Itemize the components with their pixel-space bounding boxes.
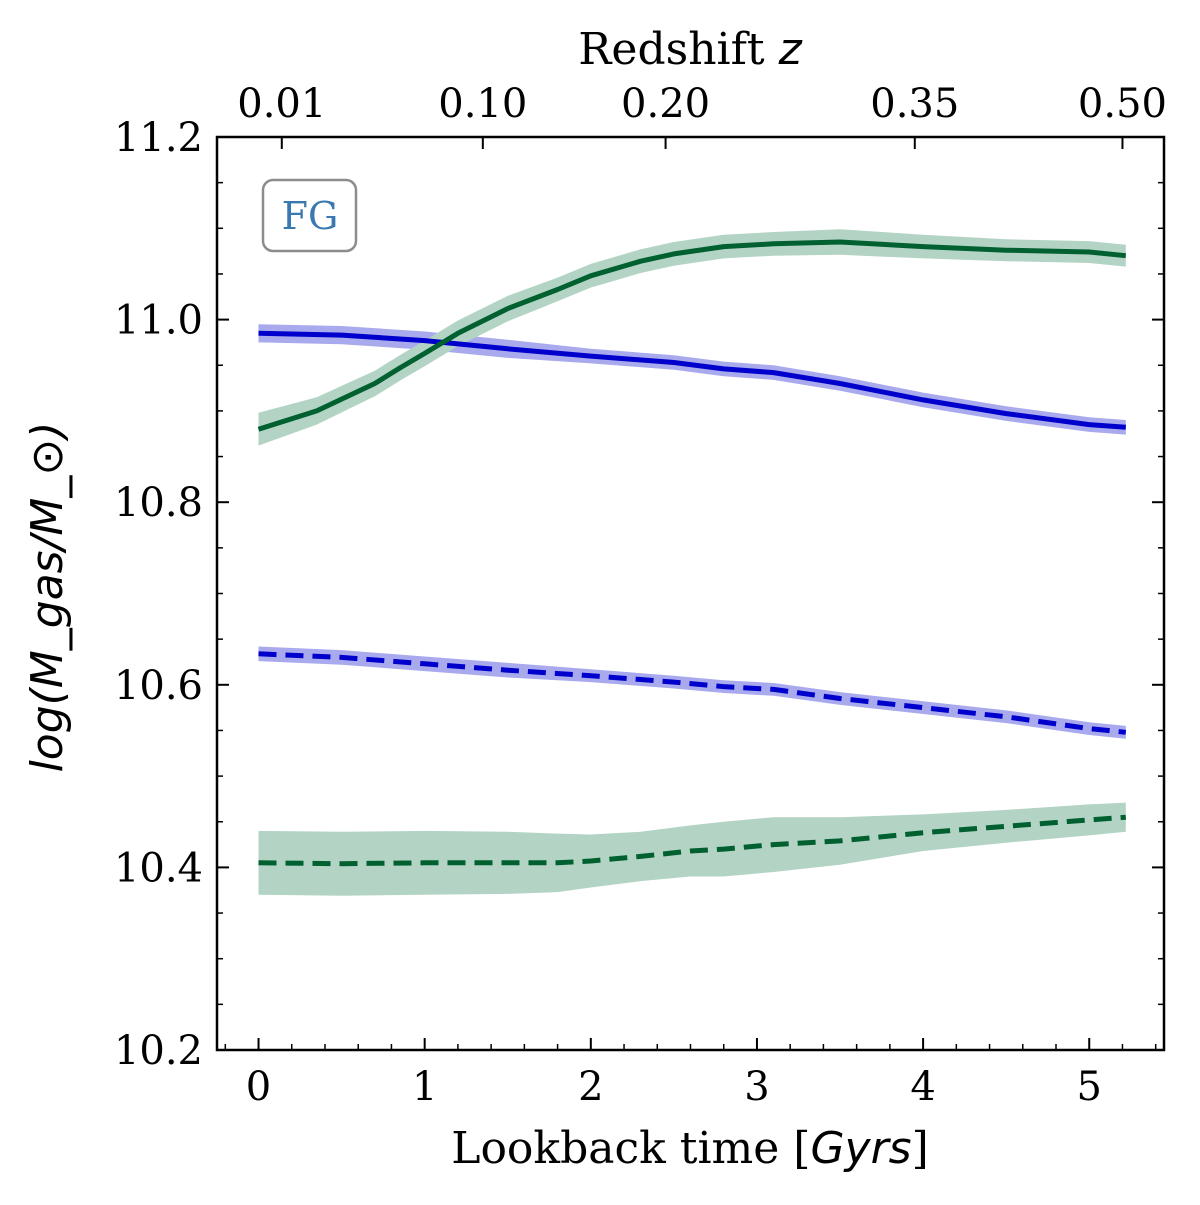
y-tick-label: 11.2	[114, 115, 203, 161]
x-axis-title-suffix: ]	[912, 1123, 929, 1174]
x-tick-label: 3	[744, 1064, 769, 1110]
top-tick-label: 0.10	[438, 81, 527, 127]
x-axis-title-prefix: Lookback time [	[451, 1123, 810, 1174]
x-axis-title-unit: Gyrs	[810, 1123, 911, 1174]
fg-annotation-label: FG	[282, 194, 339, 238]
x-tick-label: 0	[246, 1064, 271, 1110]
fg-annotation: FG	[261, 178, 358, 253]
axis-ticks	[217, 136, 1164, 1051]
blue-solid-line	[258, 330, 1126, 430]
top-tick-label: 0.20	[621, 81, 710, 127]
blue-solid-band	[258, 324, 1126, 435]
x-axis-title: Lookback time [Gyrs]	[451, 1123, 929, 1174]
top-axis-title-prefix: Redshift	[578, 24, 778, 75]
confidence-bands	[258, 229, 1126, 896]
tick-labels: 0 1 2 3 4 5 10.2 10.4 10.6 10.8 11.0 11.2 0.01 0.10 0.…	[114, 81, 1167, 1110]
top-tick-label: 0.01	[237, 81, 326, 127]
y-tick-label: 10.4	[114, 845, 203, 891]
y-axis-title: log(M_gas/M_⊙)	[22, 422, 73, 773]
top-tick-label: 0.50	[1078, 81, 1167, 127]
x-tick-label: 1	[412, 1064, 437, 1110]
x-tick-label: 4	[910, 1064, 935, 1110]
top-axis-title: Redshift z	[578, 24, 802, 75]
top-tick-label: 0.35	[870, 81, 959, 127]
y-tick-label: 10.6	[114, 663, 203, 709]
series-lines	[257, 239, 1127, 867]
green-solid-line	[257, 239, 1127, 432]
x-tick-label: 2	[578, 1064, 603, 1110]
plot-frame	[215, 135, 1166, 1052]
x-tick-label: 5	[1077, 1064, 1102, 1110]
blue-dashed-line	[258, 651, 1127, 735]
y-tick-label: 10.8	[114, 480, 203, 526]
fg-annotation-box	[261, 178, 358, 253]
top-axis-title-var: z	[778, 24, 803, 75]
blue-dashed-band	[258, 646, 1126, 739]
y-tick-label: 11.0	[114, 298, 203, 344]
y-tick-label: 10.2	[114, 1028, 203, 1074]
green-dashed-line	[258, 814, 1126, 867]
